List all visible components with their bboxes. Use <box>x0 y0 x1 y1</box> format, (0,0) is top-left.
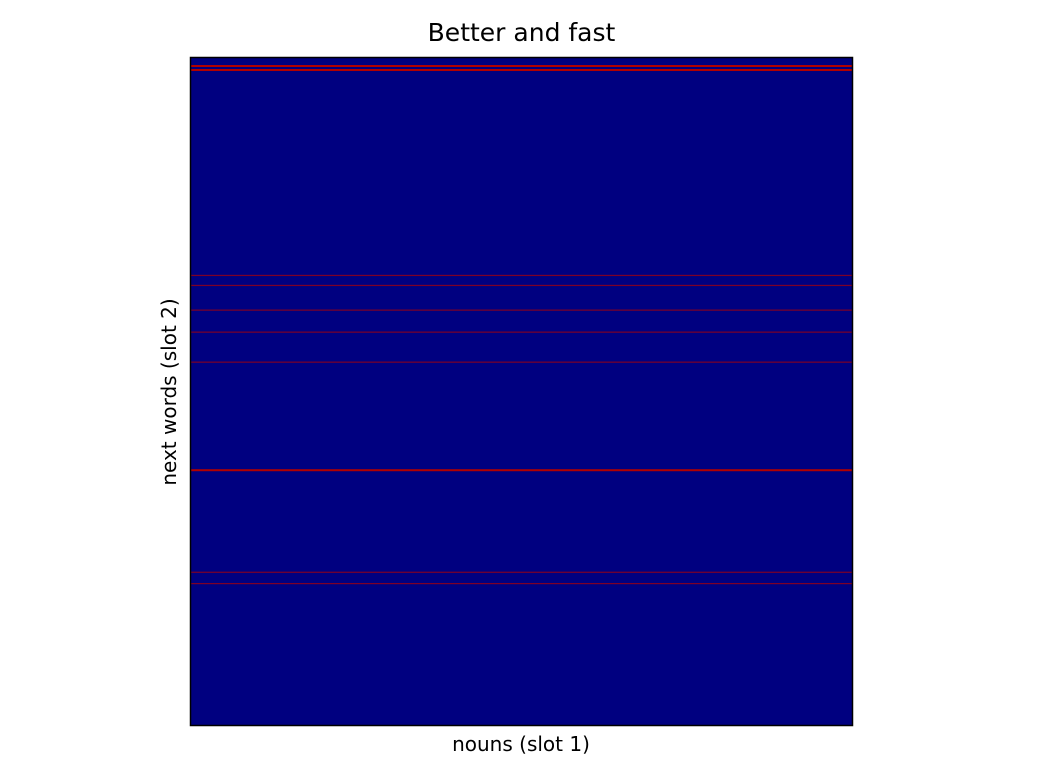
heatmap-row-5 <box>191 331 852 333</box>
heatmap-row-7 <box>191 469 852 472</box>
heatmap-row-3 <box>191 284 852 287</box>
plot-frame <box>189 56 854 727</box>
chart-title: Better and fast <box>427 18 616 47</box>
heatmap-rows <box>191 65 852 585</box>
heatmap-row-0 <box>191 65 852 67</box>
heatmap-row-2 <box>191 274 852 277</box>
x-axis-label: nouns (slot 1) <box>452 732 590 756</box>
heatmap-row-6 <box>191 361 852 363</box>
heatmap-background <box>191 58 852 725</box>
heatmap-row-8 <box>191 571 852 573</box>
heatmap-row-4 <box>191 309 852 311</box>
heatmap-row-9 <box>191 583 852 585</box>
y-axis-label: next words (slot 2) <box>157 298 181 486</box>
heatmap-row-1 <box>191 69 852 72</box>
